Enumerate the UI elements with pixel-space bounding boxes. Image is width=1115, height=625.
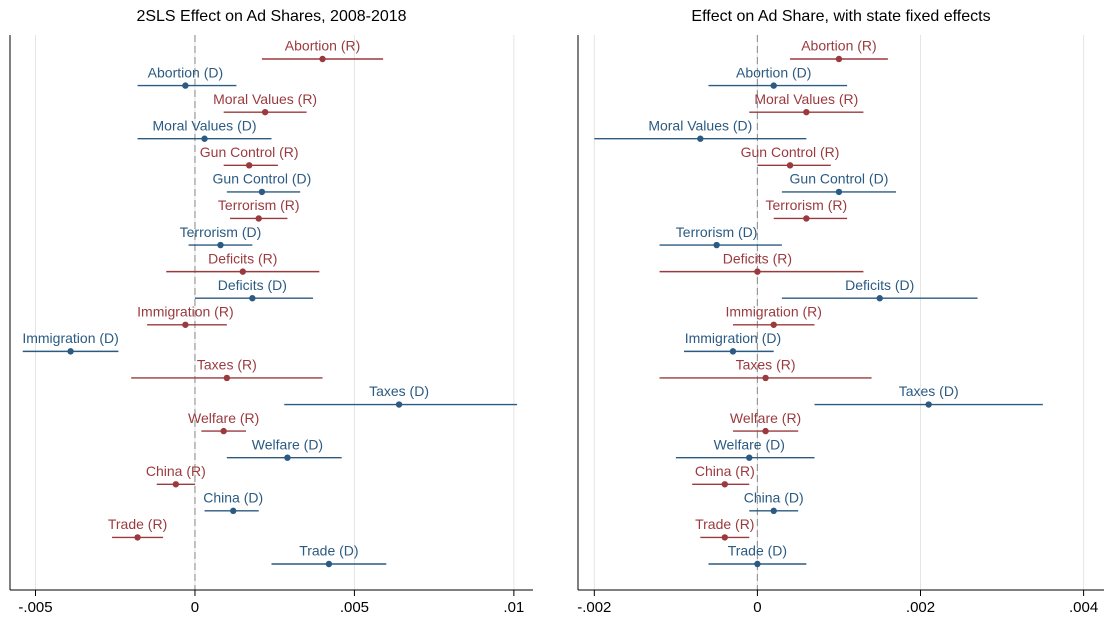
point-label: China (R): [146, 463, 206, 479]
point-label: Deficits (D): [845, 277, 914, 293]
point-label: Taxes (D): [369, 383, 429, 399]
point-label: Abortion (D): [736, 64, 811, 80]
point: [319, 55, 326, 63]
x-tick-label: -.005: [18, 599, 52, 616]
point: [182, 321, 189, 328]
point: [770, 321, 777, 328]
point-label: Gun Control (R): [741, 144, 840, 160]
point: [258, 188, 266, 196]
point: [134, 534, 141, 541]
x-tick-label: 0: [753, 599, 761, 616]
point: [770, 82, 777, 89]
point-label: Immigration (D): [685, 330, 781, 346]
x-tick-label: .005: [340, 599, 369, 616]
point: [876, 295, 883, 302]
point: [770, 507, 777, 515]
x-tick-label: -.002: [577, 599, 611, 616]
x-tick-label: .004: [1069, 599, 1098, 616]
point-label: Moral Values (R): [213, 91, 317, 107]
point-label: Taxes (R): [197, 357, 257, 373]
point: [762, 374, 769, 382]
point: [786, 162, 794, 169]
point-label: Immigration (D): [22, 330, 118, 346]
point: [67, 348, 74, 355]
point: [754, 268, 761, 275]
point-label: Terrorism (R): [218, 197, 300, 213]
point-label: Gun Control (R): [200, 144, 299, 160]
point: [223, 374, 231, 382]
point: [762, 427, 769, 435]
point: [230, 507, 237, 515]
point-label: China (D): [203, 490, 263, 506]
point-label: Terrorism (D): [676, 224, 758, 240]
x-tick-label: .002: [906, 599, 935, 616]
point: [835, 55, 843, 63]
point-label: Deficits (D): [218, 277, 287, 293]
point: [925, 401, 932, 408]
point: [261, 108, 269, 116]
point: [729, 348, 737, 355]
point-label: Welfare (D): [714, 436, 785, 452]
point-label: Deficits (R): [723, 250, 792, 266]
point-label: Terrorism (D): [180, 224, 262, 240]
point: [746, 454, 753, 461]
point: [172, 481, 180, 488]
point-label: Moral Values (R): [754, 91, 858, 107]
point: [182, 82, 189, 89]
point-label: China (R): [695, 463, 755, 479]
point-label: Gun Control (D): [213, 171, 312, 187]
point-label: Welfare (R): [188, 410, 259, 426]
point-label: Gun Control (D): [790, 171, 889, 187]
point-label: Welfare (D): [252, 436, 323, 452]
point: [803, 108, 810, 116]
point-label: Trade (D): [299, 543, 358, 559]
point: [697, 135, 704, 142]
point: [835, 188, 843, 196]
point: [721, 534, 728, 541]
point: [284, 454, 291, 461]
point: [325, 560, 333, 568]
point: [754, 560, 761, 568]
point-label: Immigration (R): [725, 303, 821, 319]
point-label: Moral Values (D): [153, 117, 257, 133]
point-label: Terrorism (R): [766, 197, 848, 213]
point: [721, 481, 728, 488]
point-label: Trade (D): [728, 543, 787, 559]
point: [713, 241, 720, 249]
point-label: Abortion (R): [285, 38, 360, 54]
point-label: Welfare (R): [730, 410, 801, 426]
point: [803, 215, 810, 222]
point: [245, 162, 253, 169]
point: [201, 135, 208, 142]
point-label: Trade (R): [108, 516, 167, 532]
chart-title: Effect on Ad Share, with state fixed eff…: [691, 8, 990, 25]
x-tick-label: .01: [503, 599, 524, 616]
point-label: Taxes (R): [736, 357, 796, 373]
point-label: Trade (R): [695, 516, 754, 532]
point-label: Immigration (R): [137, 303, 233, 319]
point: [255, 215, 262, 222]
point-label: Deficits (R): [208, 250, 277, 266]
point: [249, 295, 256, 302]
point-label: Abortion (D): [148, 64, 223, 80]
point-label: Abortion (R): [801, 38, 876, 54]
point: [217, 241, 224, 249]
point: [395, 401, 403, 408]
point-label: China (D): [744, 490, 804, 506]
point: [239, 268, 246, 275]
point-label: Moral Values (D): [648, 117, 752, 133]
point-label: Taxes (D): [899, 383, 959, 399]
point: [220, 427, 227, 435]
chart-title: 2SLS Effect on Ad Shares, 2008-2018: [136, 8, 406, 25]
x-tick-label: 0: [191, 599, 199, 616]
